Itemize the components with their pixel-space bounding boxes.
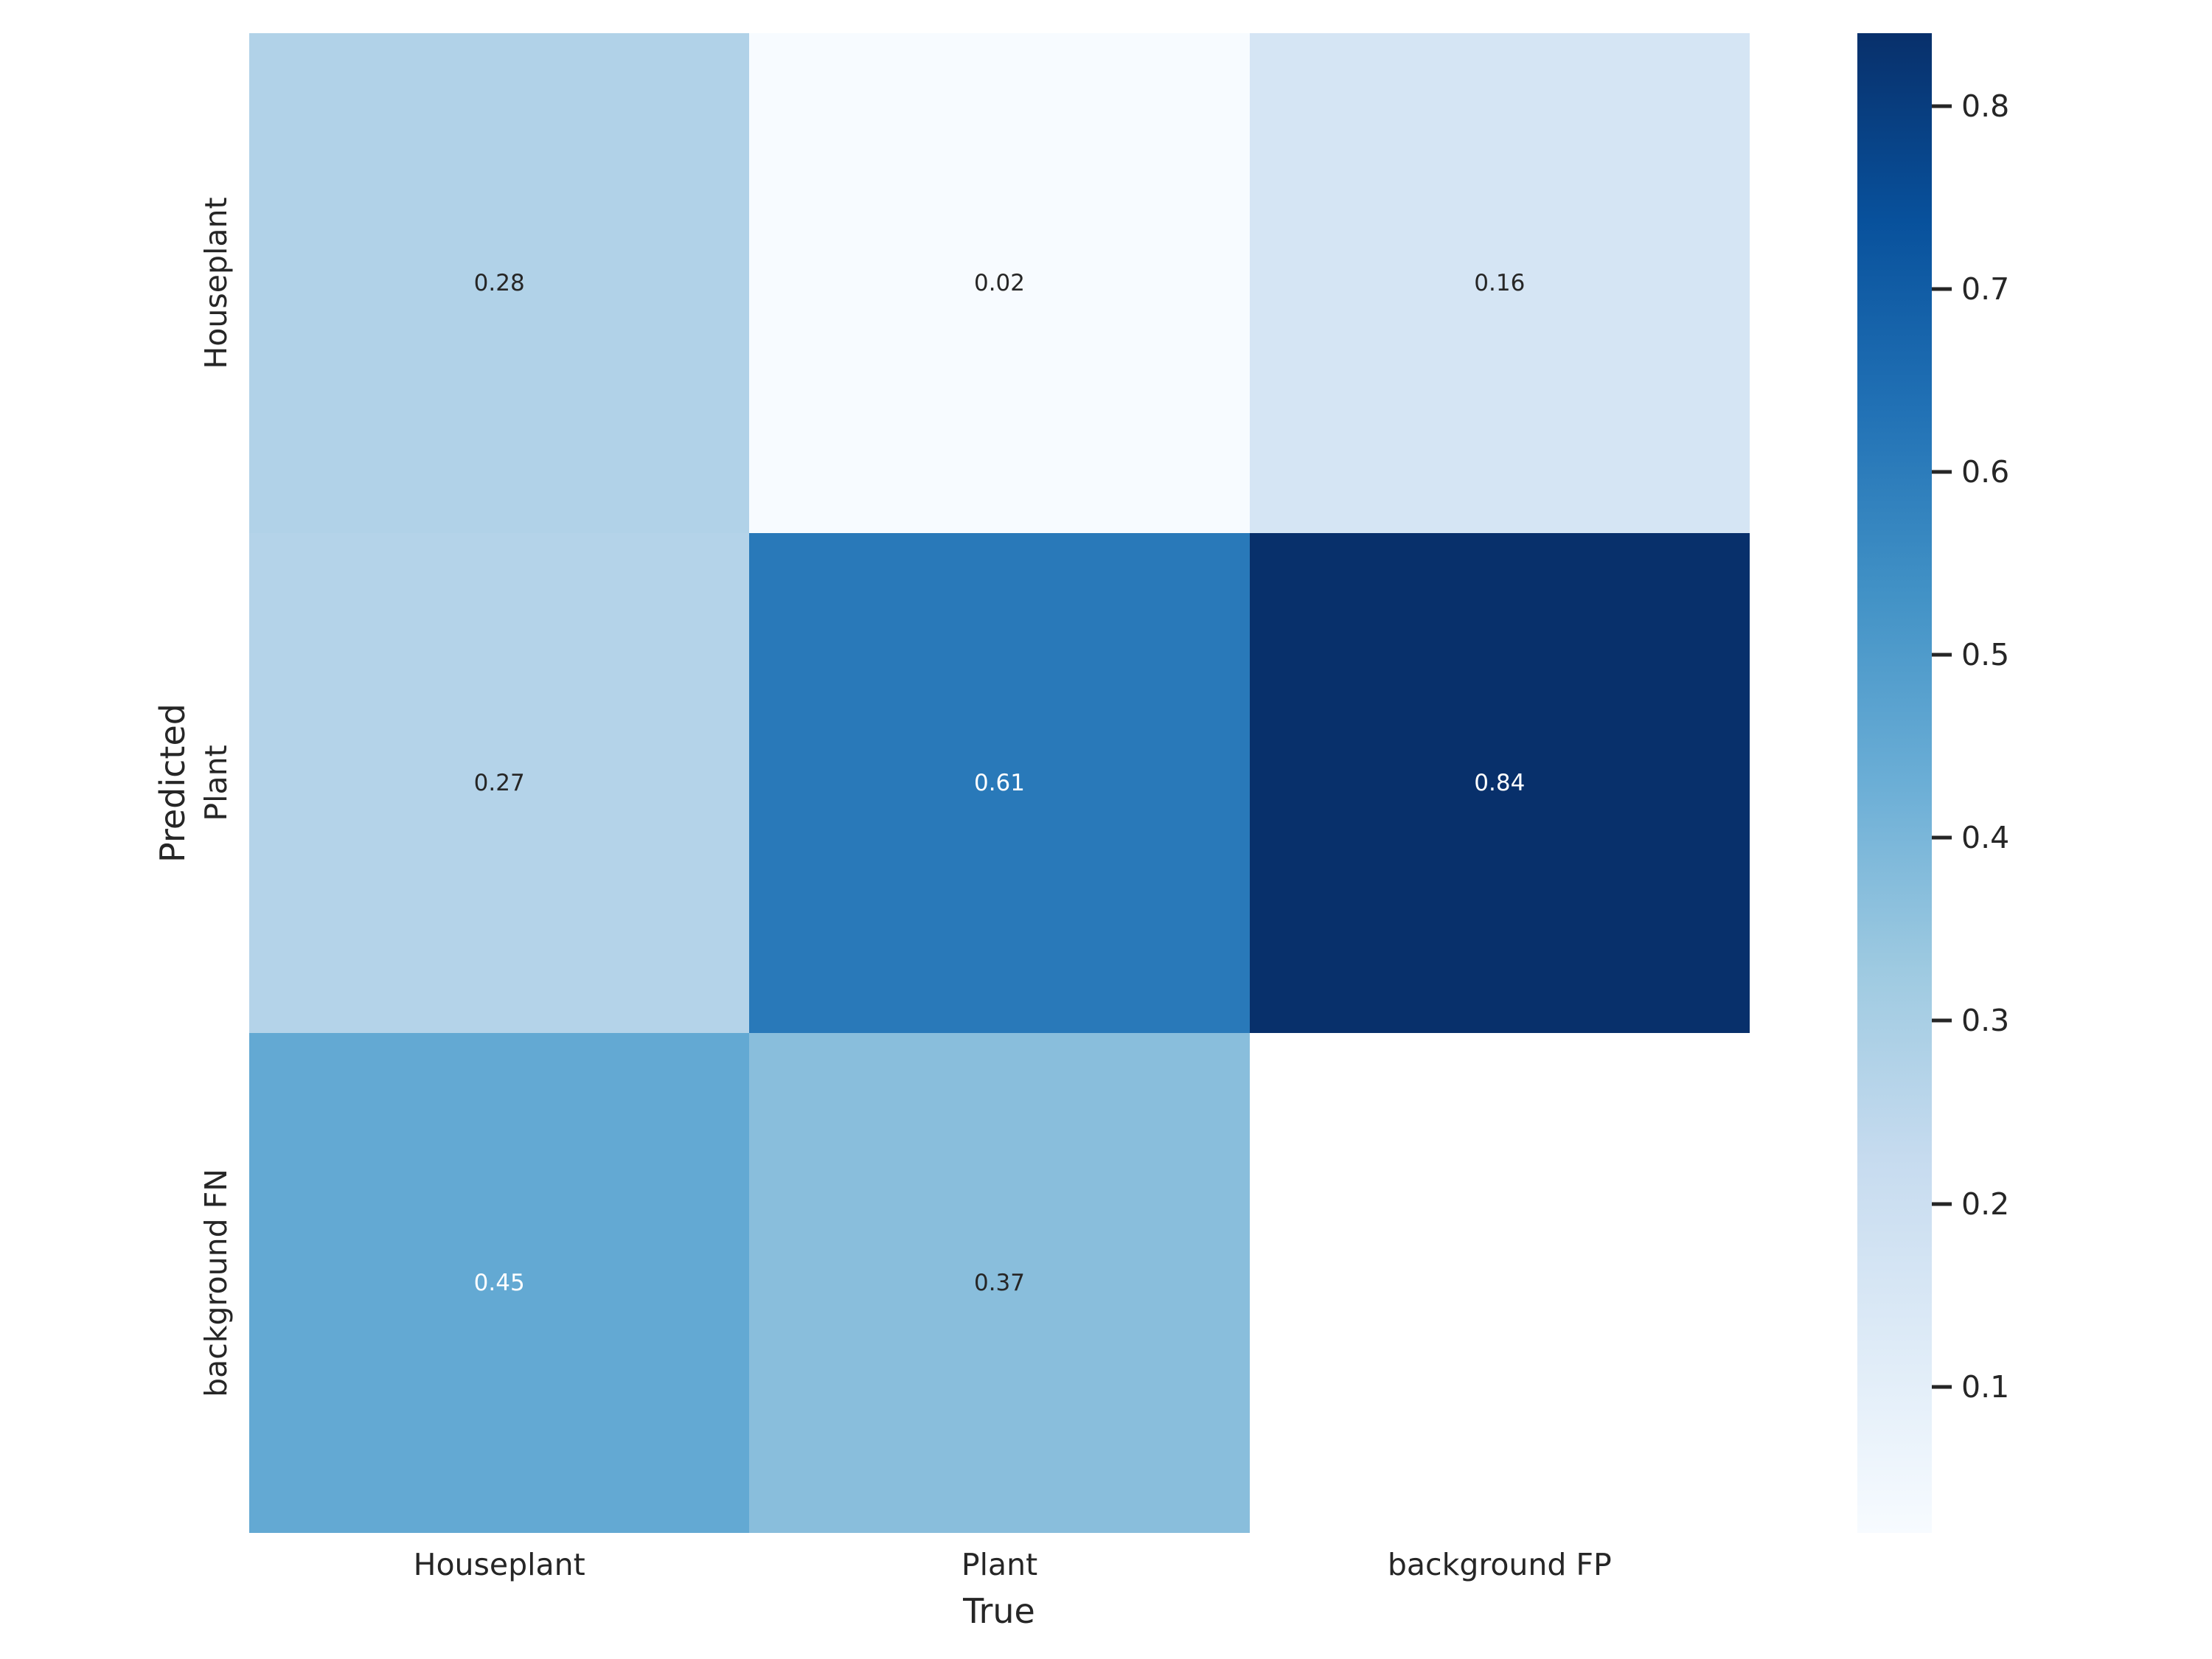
colorbar-tick-label-0.4: 0.4 <box>1961 820 2010 856</box>
y-axis-title: Predicted <box>153 703 192 863</box>
heatmap-cell-value: 0.61 <box>973 769 1025 796</box>
x-axis-title: True <box>963 1591 1035 1631</box>
heatmap-cell-r1-c1: 0.61 <box>749 533 1250 1033</box>
colorbar-tick-mark <box>1932 470 1952 474</box>
colorbar-tick-label-0.7: 0.7 <box>1961 271 2010 307</box>
colorbar-tick-label-0.2: 0.2 <box>1961 1186 2010 1222</box>
heatmap-cell-r2-c1: 0.37 <box>749 1033 1250 1533</box>
colorbar-tick-mark <box>1932 1385 1952 1389</box>
heatmap-cell-r1-c0: 0.27 <box>249 533 750 1033</box>
y-tick-label-background-fn: background FN <box>198 1169 234 1397</box>
heatmap-cell-value: 0.84 <box>1474 769 1526 796</box>
colorbar-tick-label-0.3: 0.3 <box>1961 1003 2010 1039</box>
heatmap-cell-value: 0.27 <box>473 769 525 796</box>
colorbar-tick-label-0.6: 0.6 <box>1961 454 2010 490</box>
y-tick-label-plant: Plant <box>198 745 234 821</box>
heatmap-cell-value: 0.02 <box>973 269 1025 296</box>
colorbar-tick-label-0.8: 0.8 <box>1961 88 2010 125</box>
colorbar-tick-mark <box>1932 1018 1952 1023</box>
colorbar-tick-mark <box>1932 287 1952 291</box>
x-tick-label-plant: Plant <box>961 1547 1038 1582</box>
heatmap-cell-value: 0.45 <box>473 1269 525 1296</box>
heatmap-cell-r0-c0: 0.28 <box>249 33 750 533</box>
colorbar-tick-mark <box>1932 1202 1952 1206</box>
heatmap-cell-masked <box>1249 1033 1750 1533</box>
heatmap-grid: 0.28 0.02 0.16 0.27 0.61 0.84 0.45 0.37 <box>249 33 1750 1533</box>
heatmap-cell-r0-c1: 0.02 <box>749 33 1250 533</box>
heatmap-cell-value: 0.28 <box>473 269 525 296</box>
x-tick-label-houseplant: Houseplant <box>413 1547 585 1582</box>
colorbar-tick-label-0.5: 0.5 <box>1961 637 2010 673</box>
heatmap-cell-value: 0.37 <box>973 1269 1025 1296</box>
heatmap-cell-r2-c0: 0.45 <box>249 1033 750 1533</box>
colorbar-tick-mark <box>1932 653 1952 657</box>
colorbar-tick-mark <box>1932 104 1952 108</box>
heatmap-cell-r1-c2: 0.84 <box>1249 533 1750 1033</box>
x-tick-label-background-fp: background FP <box>1387 1547 1612 1582</box>
y-tick-label-houseplant: Houseplant <box>198 197 234 369</box>
heatmap-cell-r0-c2: 0.16 <box>1249 33 1750 533</box>
heatmap-cell-value: 0.16 <box>1474 269 1526 296</box>
colorbar <box>1857 33 1932 1533</box>
colorbar-tick-mark <box>1932 835 1952 840</box>
colorbar-tick-label-0.1: 0.1 <box>1961 1368 2010 1405</box>
